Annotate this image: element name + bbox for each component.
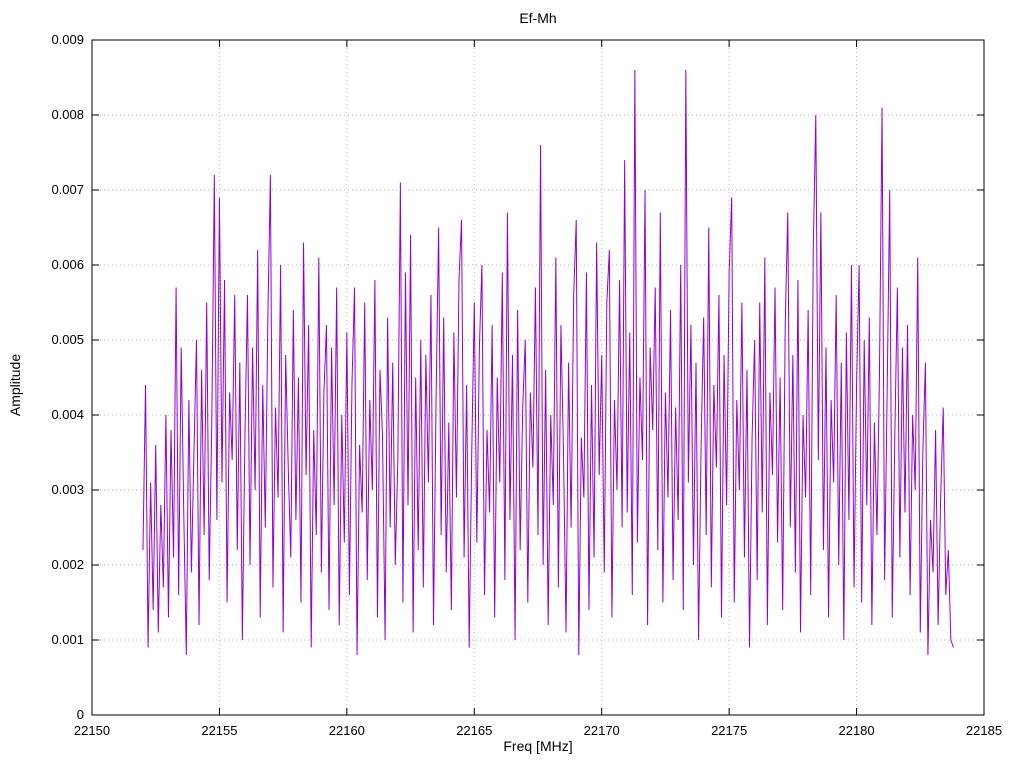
y-tick-label: 0.007	[51, 182, 84, 197]
y-tick-label: 0.008	[51, 107, 84, 122]
y-tick-label: 0.004	[51, 407, 84, 422]
y-tick-label: 0.003	[51, 482, 84, 497]
x-tick-label: 22175	[711, 723, 747, 738]
y-tick-label: 0.006	[51, 257, 84, 272]
y-axis-label: Amplitude	[7, 353, 23, 417]
y-tick-label: 0.001	[51, 632, 84, 647]
x-tick-label: 22170	[584, 723, 620, 738]
y-tick-label: 0.009	[51, 32, 84, 47]
x-tick-label: 22165	[456, 723, 492, 738]
x-tick-label: 22180	[838, 723, 874, 738]
y-tick-label: 0	[77, 707, 84, 722]
y-tick-label: 0.005	[51, 332, 84, 347]
x-tick-label: 22155	[201, 723, 237, 738]
x-tick-label: 22160	[329, 723, 365, 738]
y-tick-label: 0.002	[51, 557, 84, 572]
chart-title: Ef-Mh	[519, 10, 557, 26]
x-tick-label: 22150	[74, 723, 110, 738]
x-axis-label: Freq [MHz]	[503, 738, 573, 754]
x-tick-label: 22185	[966, 723, 1002, 738]
